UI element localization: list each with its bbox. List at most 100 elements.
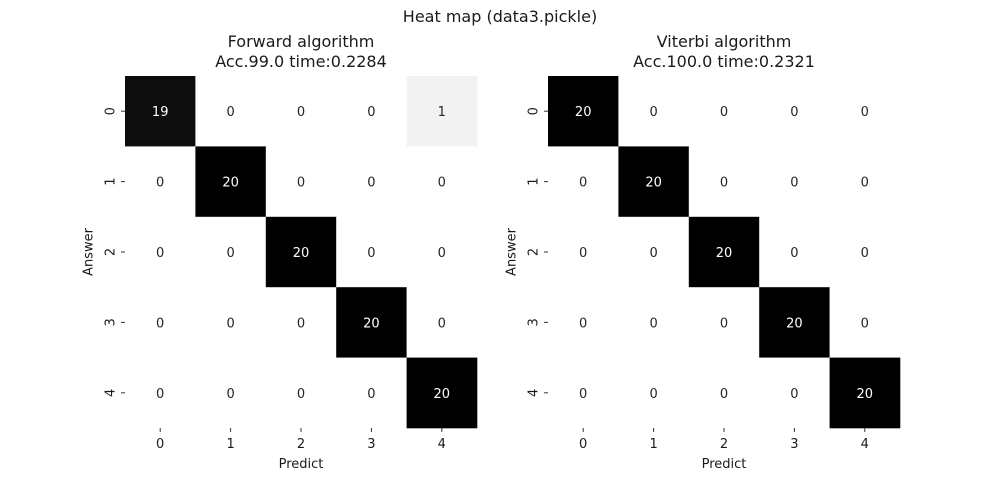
- heatmap-1-cell: [336, 76, 407, 147]
- heatmap-2-cell-label: 0: [790, 176, 798, 191]
- heatmap-2-cell: [548, 216, 619, 288]
- heatmap-2-cell: [618, 146, 690, 218]
- heatmap-2-y-tick-label: 4: [527, 389, 542, 397]
- heatmap-1-x-tick-label: 3: [367, 437, 375, 452]
- heatmap-1-cell-label: 0: [156, 316, 164, 331]
- heatmap-2-cell-label: 0: [861, 316, 869, 331]
- heatmap-1-cell: [265, 76, 337, 147]
- heatmap-1-cell: [406, 76, 478, 147]
- figure-title: Heat map (data3.pickle): [402, 7, 598, 26]
- heatmap-2-cell: [759, 146, 830, 218]
- heatmap-2-cell: [618, 76, 690, 147]
- heatmap-1-y-tick-label: 0: [104, 107, 119, 115]
- heatmap-1-title: Forward algorithm Acc.99.0 time:0.2284: [125, 32, 477, 72]
- heatmap-1-cell: [336, 357, 407, 429]
- heatmap-1-cell: [195, 287, 267, 358]
- heatmap-1-cell: [125, 216, 196, 288]
- heatmap-1-cell-label: 0: [297, 105, 305, 120]
- heatmap-1-cell: [265, 146, 337, 218]
- heatmap-1-cell-label: 0: [367, 105, 375, 120]
- heatmap-1-cell-label: 20: [222, 176, 239, 191]
- heatmap-2-title-line-1: Viterbi algorithm: [656, 32, 792, 51]
- heatmap-2-y-tick-label: 3: [527, 318, 542, 326]
- heatmap-1-cell: [125, 146, 196, 218]
- heatmap-2-cell-label: 0: [720, 316, 728, 331]
- heatmap-2-cell-label: 0: [579, 387, 587, 402]
- heatmap-2-cell-label: 0: [790, 105, 798, 120]
- heatmap-1-cell-label: 0: [438, 176, 446, 191]
- heatmap-1-title-line-2: Acc.99.0 time:0.2284: [215, 52, 387, 71]
- heatmap-2-cell: [618, 216, 690, 288]
- heatmap-1-cell-label: 0: [226, 246, 234, 261]
- heatmap-2-cell-label: 0: [720, 105, 728, 120]
- heatmap-2-y-tick-label: 1: [527, 177, 542, 185]
- heatmap-1-cell-label: 0: [367, 387, 375, 402]
- heatmap-1-cell: [406, 146, 478, 218]
- heatmap-1-y-tick-label: 2: [104, 248, 119, 256]
- heatmap-1-cell-label: 0: [297, 316, 305, 331]
- heatmap-2-cell: [688, 287, 760, 358]
- heatmap-2-cell: [688, 357, 760, 429]
- heatmap-2-x-tick-label: 2: [720, 437, 728, 452]
- heatmap-1-cell-label: 0: [367, 176, 375, 191]
- heatmap-2-cell-label: 0: [861, 176, 869, 191]
- heatmap-2-x-tick-label: 3: [790, 437, 798, 452]
- heatmap-1-cell: [336, 146, 407, 218]
- heatmap-2-cell: [548, 146, 619, 218]
- heatmap-2-cell-label: 0: [579, 176, 587, 191]
- heatmap-2-cell-label: 0: [579, 246, 587, 261]
- heatmap-1-x-axis-label: Predict: [279, 457, 324, 472]
- heatmap-1-cell-label: 0: [438, 316, 446, 331]
- heatmap-2-x-axis-label: Predict: [702, 457, 747, 472]
- heatmap-1-cell: [265, 216, 337, 288]
- heatmap-2-cell-label: 20: [716, 246, 733, 261]
- heatmap-1-cell: [265, 287, 337, 358]
- heatmap-2-title-line-2: Acc.100.0 time:0.2321: [633, 52, 815, 71]
- heatmap-2-cell: [688, 216, 760, 288]
- heatmap-2-cell: [829, 357, 901, 429]
- heatmap-2-cell-label: 0: [720, 176, 728, 191]
- heatmap-2-cell: [548, 287, 619, 358]
- heatmap-2-cell: [548, 357, 619, 429]
- heatmap-1-cell-label: 1: [438, 105, 446, 120]
- heatmap-1-x-tick-label: 4: [438, 437, 446, 452]
- heatmap-1-cell: [265, 357, 337, 429]
- heatmap-1-cell: [195, 146, 267, 218]
- heatmap-2-cell: [759, 287, 830, 358]
- heatmap-2-title: Viterbi algorithm Acc.100.0 time:0.2321: [548, 32, 900, 72]
- heatmap-2-cell-label: 0: [720, 387, 728, 402]
- heatmap-2-x-tick-label: 1: [649, 437, 657, 452]
- heatmap-2-cell-label: 0: [790, 246, 798, 261]
- heatmap-1-cell-label: 20: [434, 387, 451, 402]
- heatmap-1-cell: [125, 357, 196, 429]
- heatmap-1-cell-label: 20: [363, 316, 380, 331]
- heatmap-1-cell-label: 0: [438, 246, 446, 261]
- heatmap-1-cell-label: 0: [156, 387, 164, 402]
- heatmap-1-cell-label: 0: [367, 246, 375, 261]
- heatmap-1-cell: [406, 216, 478, 288]
- heatmap-2-cell: [829, 287, 901, 358]
- heatmap-1-cell-label: 0: [226, 105, 234, 120]
- heatmap-1-x-tick-label: 0: [156, 437, 164, 452]
- heatmap-1-cell-label: 0: [297, 176, 305, 191]
- heatmap-2-cell-label: 0: [790, 387, 798, 402]
- heatmap-2-cell-label: 20: [857, 387, 874, 402]
- heatmap-2-cell: [759, 216, 830, 288]
- heatmap-1-x-tick-label: 2: [297, 437, 305, 452]
- heatmap-2-x-tick-label: 4: [861, 437, 869, 452]
- heatmap-1-cell-label: 0: [226, 316, 234, 331]
- heatmap-2-cell-label: 20: [786, 316, 803, 331]
- heatmap-2-cell: [688, 76, 760, 147]
- heatmap-1-y-tick-label: 1: [104, 177, 119, 185]
- heatmap-2-cell: [688, 146, 760, 218]
- heatmap-1-cell: [336, 216, 407, 288]
- heatmap-1-cell-label: 20: [293, 246, 310, 261]
- heatmap-1-y-tick-label: 3: [104, 318, 119, 326]
- heatmap-1-cell-label: 0: [156, 176, 164, 191]
- heatmap-1-title-line-1: Forward algorithm: [227, 32, 375, 51]
- heatmap-1-cell: [125, 287, 196, 358]
- heatmap-2-y-tick-label: 2: [527, 248, 542, 256]
- heatmap-1-cell: [406, 357, 478, 429]
- heatmap-2-cell-label: 0: [649, 246, 657, 261]
- heatmap-1-cell-label: 0: [297, 387, 305, 402]
